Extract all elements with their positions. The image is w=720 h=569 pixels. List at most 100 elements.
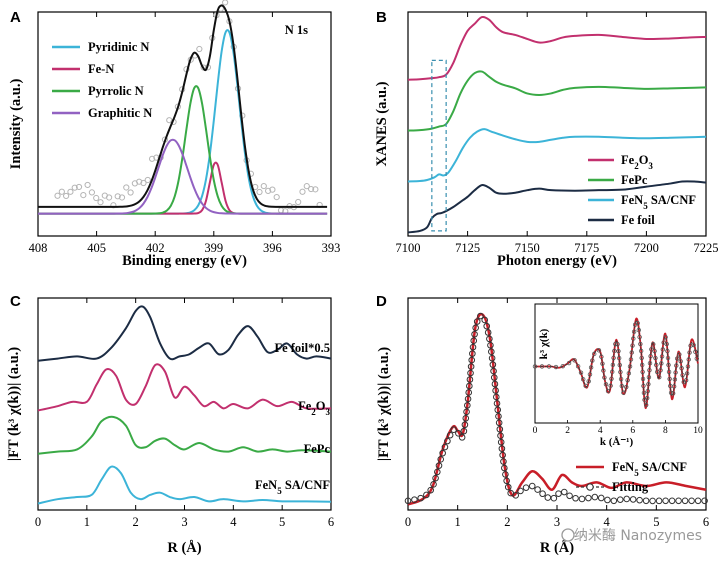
panel-D-fit-point <box>572 494 579 502</box>
panel-D-fit-point <box>466 376 474 383</box>
panel-D-inset-fit-point <box>686 357 691 362</box>
panel-D-inset-fit-point <box>609 376 614 381</box>
panel-D-inset-fit-point <box>616 348 621 354</box>
panel-D-fit-point <box>435 462 443 469</box>
panel-D-inset-fit-point <box>612 348 617 354</box>
panel-D-inset-fit-point <box>694 356 700 361</box>
panel-D-fit-point <box>439 449 446 457</box>
panel-D-inset-fit-point <box>691 342 696 348</box>
panel-D-inset-fit-point <box>671 384 677 389</box>
panel-B-legend-item: Fe foil <box>621 213 655 227</box>
panel-D-fit-point <box>486 335 493 343</box>
panel-D-inset-fit-point <box>616 355 622 361</box>
panel-D-fit-point <box>494 406 502 414</box>
panel-D-fit-point <box>636 496 643 504</box>
panel-A-raw-point <box>97 199 104 206</box>
panel-C-xtick-label: 2 <box>133 515 139 529</box>
panel-D-fit-point <box>522 484 530 491</box>
panel-D-inset-fit-point <box>637 334 642 340</box>
panel-D-inset-fit-point <box>618 369 623 375</box>
panel-D-fit-point <box>492 387 499 394</box>
panel-D-inset-fit-point <box>630 343 635 348</box>
panel-D-fit-point <box>441 443 449 451</box>
panel-D-fit-point <box>427 486 434 494</box>
panel-C-series-label: Fe2O3 <box>298 399 330 417</box>
panel-D-fit-point <box>468 356 476 364</box>
panel-D-xtick-label: 3 <box>554 515 560 529</box>
panel-D-inset-fit-point <box>678 359 683 364</box>
panel-D-inset-fit-point <box>592 351 597 357</box>
panel-A-raw-point <box>303 183 310 190</box>
panel-D-inset-fit-point <box>640 376 646 382</box>
panel-D-inset-fit-point <box>673 370 678 375</box>
panel-D-inset-xtick-label: 10 <box>693 426 703 436</box>
panel-D-inset-fit-point <box>648 354 653 359</box>
panel-D-inset-series-1 <box>532 320 700 408</box>
panel-A-ylabel: Intensity (a.u.) <box>8 79 24 170</box>
panel-D-fit-point <box>597 494 605 502</box>
panel-D-fit-point <box>488 348 495 356</box>
panel-D-fit-point <box>610 497 618 505</box>
panel-B-xtick-label: 7150 <box>515 241 540 255</box>
panel-D-fit-point <box>591 493 599 501</box>
panel-D-inset-fit-point <box>646 381 651 387</box>
panel-D-fit-point <box>473 318 481 325</box>
panel-D-inset-xtick-label: 6 <box>630 426 635 436</box>
panel-D-inset-fit-point <box>560 363 566 369</box>
panel-D-inset-fit-point <box>647 367 652 373</box>
panel-D-fit-point <box>655 497 663 505</box>
panel-D-fit-point <box>467 363 475 370</box>
panel-D-inset-fit-point <box>653 355 658 361</box>
panel-D-inset-fit-point <box>629 350 634 355</box>
panel-D-fit-point <box>464 395 472 403</box>
panel-D-fit-point <box>604 496 611 504</box>
panel-D-inset-fit-point <box>638 341 643 347</box>
panel-A-axes: 408 405 402 399 396 393 N 1s A Binding energy (e… <box>8 0 340 269</box>
panel-A-xtick-label: 399 <box>204 241 223 255</box>
panel-D-inset-fit-point <box>617 362 622 368</box>
panel-C-xtick-label: 4 <box>230 515 237 529</box>
panel-D-inset-fit-point <box>583 383 588 389</box>
panel-D-fit-point <box>417 494 425 502</box>
panel-D-fit-point <box>462 414 470 422</box>
panel-D-inset-fit-point <box>659 354 665 359</box>
panel-D-inset-fit-point <box>627 364 633 369</box>
panel-C-series-3 <box>37 465 332 505</box>
panel-A-raw-point <box>312 186 319 193</box>
panel-D-inset-fit-point <box>680 372 685 378</box>
panel-B-series-2 <box>407 128 707 183</box>
panel-B-xtick-label: 7225 <box>694 241 719 255</box>
panel-A-xtick-label: 408 <box>29 241 48 255</box>
panel-D-fit-point <box>578 495 586 503</box>
panel-D-inset-fit-point <box>660 347 665 352</box>
panel-D-inset-fit-point <box>586 379 591 384</box>
panel-B-axes: 7100 7125 7150 7175 7200 7225 B Photon energy (… <box>374 9 719 269</box>
panel-C-series-label: FeN5 SA/CNF <box>255 478 330 496</box>
panel-D-fit-point <box>502 471 509 478</box>
panel-D-fit-point <box>497 438 505 446</box>
panel-A-series-3 <box>38 138 328 215</box>
panel-C-xtick-label: 3 <box>181 515 187 529</box>
panel-A-legend-item: Fe-N <box>88 62 114 76</box>
panel-D-inset-fit-point <box>668 390 674 396</box>
panel-D-fit-point <box>585 494 592 502</box>
panel-D-inset-fit-point <box>652 348 657 354</box>
panel-D-inset-fit-point <box>599 354 604 359</box>
panel-D-inset-fit-point <box>641 383 646 389</box>
panel-D-inset-fit-point <box>590 358 595 363</box>
panel-D-inset-fit-point <box>611 355 616 361</box>
panel-D-inset-fit-point <box>643 402 649 408</box>
panel-D-inset-fit-point <box>624 384 629 390</box>
panel-D-fit-point <box>701 497 708 505</box>
panel-C-series-label: FePc <box>304 442 331 456</box>
panel-D-fit-point <box>444 437 451 445</box>
panel-A-xtick-label: 396 <box>263 241 282 255</box>
panel-D-fit-point <box>490 374 498 381</box>
panel-D-fit-point <box>411 496 418 504</box>
panel-D-fit-point <box>616 496 624 503</box>
panel-A-raw-point <box>256 188 263 196</box>
panel-D-fit-point <box>446 431 454 439</box>
panel-D-inset-fit-point <box>666 362 671 368</box>
panel-D-fit-point <box>458 434 466 441</box>
panel-D-fit-point <box>460 427 468 435</box>
